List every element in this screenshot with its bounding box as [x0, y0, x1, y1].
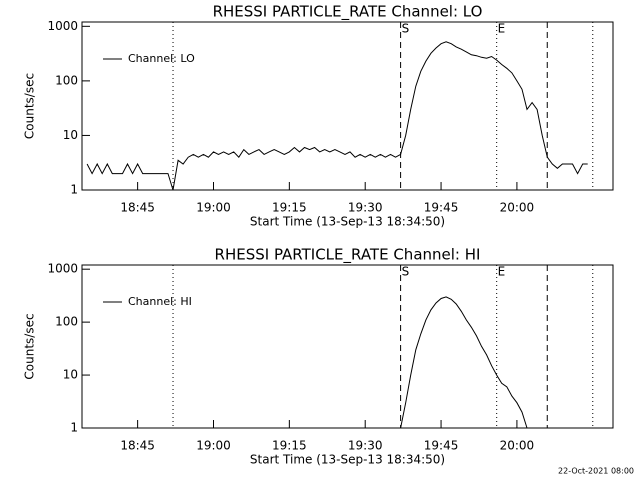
y-tick-label: 100 — [55, 73, 78, 87]
x-tick-label: 20:00 — [500, 201, 535, 215]
x-tick-label: 19:45 — [424, 439, 459, 453]
y-tick-label: 1000 — [47, 19, 78, 33]
x-tick-label: 19:30 — [348, 201, 383, 215]
data-line — [86, 41, 588, 191]
x-tick-label: 19:30 — [348, 439, 383, 453]
x-tick-label: 20:00 — [500, 439, 535, 453]
plot-frame — [81, 264, 614, 429]
x-tick-label: 19:15 — [272, 201, 307, 215]
event-label: S — [402, 22, 410, 36]
footer: 22-Oct-2021 08:00 — [558, 467, 634, 476]
x-tick-label: 19:15 — [272, 439, 307, 453]
x-axis-label: Start Time (13-Sep-13 18:34:50) — [250, 453, 445, 467]
y-tick-label: 1000 — [47, 262, 78, 276]
x-tick-label: 19:00 — [196, 201, 231, 215]
y-tick-label: 1 — [70, 183, 78, 197]
legend-label: Channel: LO — [128, 52, 195, 65]
x-axis-label: Start Time (13-Sep-13 18:34:50) — [250, 215, 445, 229]
x-tick-label: 19:00 — [196, 439, 231, 453]
event-label: E — [498, 265, 506, 279]
plot-frame — [81, 21, 614, 191]
x-tick-label: 19:45 — [424, 201, 459, 215]
y-tick-label: 100 — [55, 315, 78, 329]
x-tick-label: 18:45 — [120, 201, 155, 215]
event-label: S — [402, 265, 410, 279]
data-line — [400, 296, 528, 429]
x-tick-label: 18:45 — [120, 439, 155, 453]
y-tick-label: 10 — [63, 128, 78, 142]
chart-title: RHESSI PARTICLE_RATE Channel: LO — [213, 3, 483, 22]
y-axis-label: Counts/sec — [23, 313, 37, 379]
legend-label: Channel: HI — [128, 295, 192, 308]
y-axis-label: Counts/sec — [23, 73, 37, 139]
y-tick-label: 10 — [63, 368, 78, 382]
chart-title: RHESSI PARTICLE_RATE Channel: HI — [215, 246, 481, 265]
y-tick-label: 1 — [70, 421, 78, 435]
event-label: E — [498, 22, 506, 36]
